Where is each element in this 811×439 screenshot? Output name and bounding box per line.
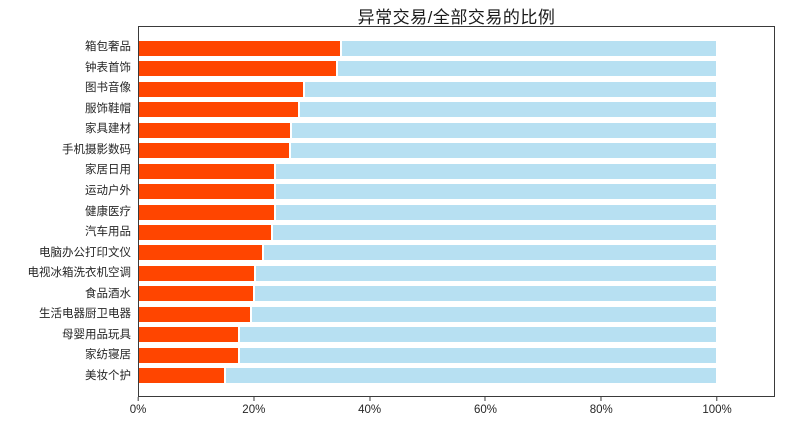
plot-area (138, 26, 775, 397)
y-axis-label: 家具建材 (85, 123, 131, 136)
bar-row (139, 81, 774, 97)
bar-segment-remainder (261, 245, 717, 261)
bar-row (139, 184, 774, 200)
bar-segment-remainder (302, 81, 717, 97)
bar-row (139, 327, 774, 343)
bar-segment-abnormal (139, 204, 274, 220)
x-axis-tick-mark (600, 397, 602, 401)
x-axis-tick-label: 80% (589, 404, 613, 416)
bar-row (139, 286, 774, 302)
bar-row (139, 368, 774, 383)
bar-segment-remainder (339, 41, 717, 56)
x-axis-tick-label: 40% (358, 404, 382, 416)
bar-segment-abnormal (139, 347, 238, 363)
y-axis-label: 汽车用品 (85, 226, 131, 239)
y-axis-label: 图书音像 (85, 82, 131, 95)
bar-segment-remainder (274, 163, 717, 179)
y-axis-labels: 箱包奢品钟表首饰图书音像服饰鞋帽家具建材手机摄影数码家居日用运动户外健康医疗汽车… (0, 26, 132, 397)
bar-segment-abnormal (139, 224, 271, 240)
y-axis-label: 家纺寝居 (85, 349, 131, 362)
bar-segment-remainder (273, 204, 717, 220)
bar-segment-abnormal (139, 122, 291, 138)
x-axis-tick-mark (484, 397, 486, 401)
bar-segment-remainder (253, 265, 717, 281)
bar-segment-remainder (237, 347, 717, 363)
bar-row (139, 122, 774, 138)
y-axis-label: 美妆个护 (85, 370, 131, 382)
bar-segment-remainder (250, 306, 717, 322)
bar-segment-remainder (273, 184, 717, 200)
x-axis-tick: 60% (474, 397, 497, 416)
bar-row (139, 61, 774, 77)
bar-segment-abnormal (139, 163, 275, 179)
bar-segment-abnormal (139, 184, 274, 200)
x-axis-tick-mark (716, 397, 718, 401)
y-axis-label: 家居日用 (85, 164, 131, 177)
bar-segment-remainder (290, 122, 717, 138)
bar-segment-remainder (238, 327, 717, 343)
bar-segment-remainder (252, 286, 717, 302)
bar-segment-abnormal (139, 41, 340, 56)
bars-container (139, 41, 774, 383)
x-axis-tick-label: 60% (473, 404, 497, 416)
bar-segment-abnormal (139, 265, 254, 281)
x-axis-tick-mark (369, 397, 371, 401)
y-axis-label: 电视冰箱洗衣机空调 (27, 267, 132, 280)
x-axis-tick-mark (253, 397, 255, 401)
x-axis: 0% 20% 40% 60% 80% 100% (130, 397, 775, 431)
bar-segment-remainder (335, 61, 717, 77)
bar-segment-remainder (223, 368, 717, 383)
bar-segment-abnormal (139, 368, 224, 383)
x-axis-tick-mark (137, 397, 139, 401)
x-axis-tick: 40% (358, 397, 381, 416)
bar-row (139, 102, 774, 118)
bar-row (139, 204, 774, 220)
x-axis-tick-label: 100% (702, 404, 732, 416)
x-axis-tick-label: 20% (242, 404, 266, 416)
x-axis-tick: 0% (129, 397, 147, 416)
bar-segment-abnormal (139, 245, 262, 261)
bar-segment-abnormal (139, 327, 239, 343)
bar-row (139, 245, 774, 261)
bar-segment-abnormal (139, 81, 303, 97)
y-axis-label: 母婴用品玩具 (62, 328, 131, 341)
bar-segment-remainder (289, 143, 717, 159)
y-axis-label: 生活电器厨卫电器 (39, 308, 131, 321)
bar-row (139, 347, 774, 363)
y-axis-label: 手机摄影数码 (62, 143, 131, 156)
bar-segment-abnormal (139, 61, 336, 77)
bar-row (139, 306, 774, 322)
bar-segment-abnormal (139, 143, 290, 159)
x-axis-tick: 20% (242, 397, 265, 416)
bar-row (139, 41, 774, 56)
bar-row (139, 163, 774, 179)
chart-title: 异常交易/全部交易的比例 (357, 8, 556, 27)
bar-segment-remainder (270, 224, 717, 240)
bar-segment-abnormal (139, 102, 298, 118)
bar-segment-remainder (297, 102, 717, 118)
bar-segment-abnormal (139, 306, 251, 322)
bar-row (139, 224, 774, 240)
x-axis-tick: 100% (702, 397, 732, 416)
y-axis-label: 运动户外 (85, 184, 131, 197)
y-axis-label: 箱包奢品 (85, 41, 131, 53)
y-axis-label: 服饰鞋帽 (85, 102, 131, 115)
x-axis-tick-label: 0% (129, 404, 147, 416)
x-axis-tick: 80% (590, 397, 613, 416)
y-axis-label: 健康医疗 (85, 205, 131, 218)
bar-row (139, 143, 774, 159)
bar-row (139, 265, 774, 281)
y-axis-label: 食品酒水 (85, 287, 131, 300)
bar-segment-abnormal (139, 286, 253, 302)
y-axis-label: 电脑办公打印文仪 (39, 246, 131, 259)
y-axis-label: 钟表首饰 (85, 61, 131, 74)
